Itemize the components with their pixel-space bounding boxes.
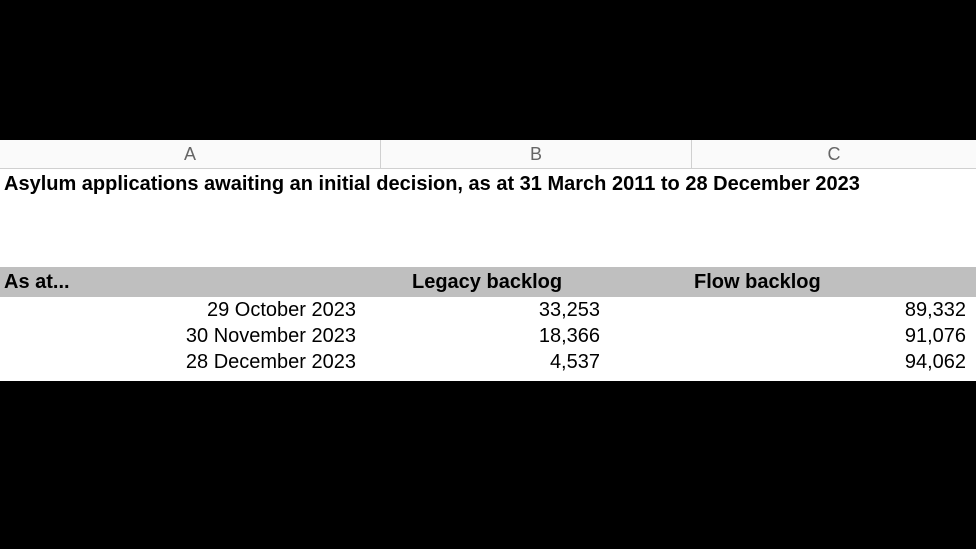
bottom-padding [0,375,976,381]
cell-date: 30 November 2023 [0,325,380,348]
cell-flow: 89,332 [690,299,974,322]
cell-legacy: 4,537 [380,351,690,374]
header-as-at: As at... [0,271,380,294]
cell-legacy: 33,253 [380,299,690,322]
table-row: 30 November 2023 18,366 91,076 [0,323,976,349]
cell-flow: 91,076 [690,325,974,348]
column-header-c[interactable]: C [692,140,976,168]
table-row: 28 December 2023 4,537 94,062 [0,349,976,375]
column-header-b[interactable]: B [381,140,692,168]
column-header-row: A B C [0,140,976,169]
spacer-row [0,203,976,267]
spreadsheet-region: A B C Asylum applications awaiting an in… [0,140,976,381]
header-flow: Flow backlog [690,271,974,294]
cell-legacy: 18,366 [380,325,690,348]
column-header-a[interactable]: A [0,140,381,168]
table-header-row: As at... Legacy backlog Flow backlog [0,267,976,297]
header-legacy: Legacy backlog [380,271,690,294]
sheet-title: Asylum applications awaiting an initial … [0,169,976,203]
cell-flow: 94,062 [690,351,974,374]
cell-date: 29 October 2023 [0,299,380,322]
cell-date: 28 December 2023 [0,351,380,374]
table-row: 29 October 2023 33,253 89,332 [0,297,976,323]
